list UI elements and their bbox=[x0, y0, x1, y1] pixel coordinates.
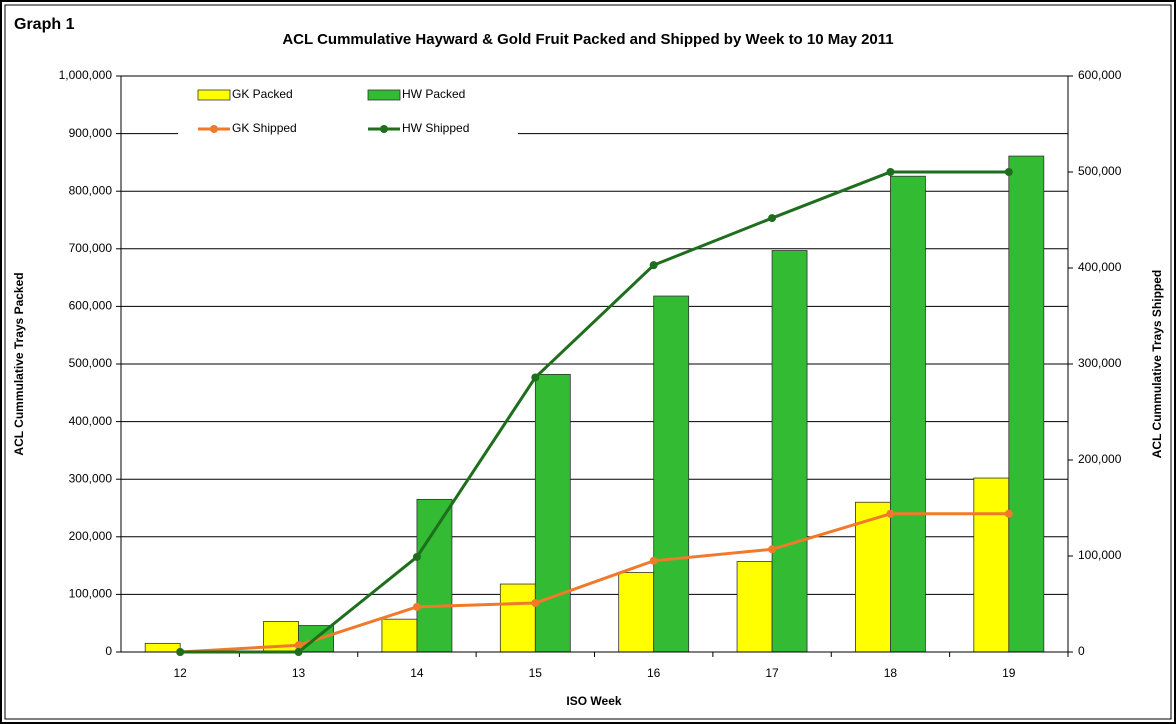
y-tick-label: 1,000,000 bbox=[59, 68, 113, 82]
y-tick-label: 100,000 bbox=[69, 587, 113, 601]
line-marker bbox=[1004, 168, 1013, 176]
legend-label: HW Packed bbox=[402, 87, 465, 101]
y-tick-label: 200,000 bbox=[69, 529, 113, 543]
bar bbox=[973, 477, 1010, 653]
x-tick-label: 19 bbox=[1002, 666, 1016, 680]
y-tick-label: 700,000 bbox=[69, 241, 113, 255]
line-marker bbox=[649, 556, 658, 565]
y2-tick-label: 100,000 bbox=[1078, 548, 1122, 562]
line-marker bbox=[886, 509, 895, 518]
bar bbox=[855, 501, 891, 653]
legend-marker bbox=[210, 125, 218, 133]
y-tick-label: 900,000 bbox=[69, 126, 113, 140]
line-marker bbox=[176, 648, 185, 656]
y-tick-label: 600,000 bbox=[69, 299, 113, 313]
bar bbox=[381, 618, 418, 653]
x-tick-label: 16 bbox=[647, 666, 661, 680]
bar bbox=[1008, 155, 1045, 653]
line-marker bbox=[531, 599, 540, 608]
y2-tick-label: 0 bbox=[1078, 644, 1085, 658]
line bbox=[180, 170, 1009, 654]
x-tick-label: 15 bbox=[529, 666, 543, 680]
legend-swatch bbox=[367, 89, 401, 101]
x-tick-label: 17 bbox=[765, 666, 779, 680]
y2-tick-label: 200,000 bbox=[1078, 452, 1122, 466]
bar bbox=[771, 250, 808, 653]
line-marker bbox=[768, 214, 777, 223]
x-tick-label: 18 bbox=[884, 666, 898, 680]
bar bbox=[416, 498, 453, 653]
y-tick-label: 800,000 bbox=[69, 183, 113, 197]
line-marker bbox=[412, 602, 421, 611]
line-marker bbox=[294, 641, 303, 650]
x-tick-label: 13 bbox=[292, 666, 306, 680]
y-tick-label: 500,000 bbox=[69, 356, 113, 370]
y-tick-label: 300,000 bbox=[69, 471, 113, 485]
x-tick-label: 14 bbox=[410, 666, 424, 680]
line-marker bbox=[768, 545, 777, 554]
y2-tick-label: 400,000 bbox=[1078, 260, 1122, 274]
line-marker bbox=[294, 648, 303, 656]
line-marker bbox=[649, 261, 658, 270]
bar bbox=[499, 583, 536, 653]
y2-tick-label: 600,000 bbox=[1078, 68, 1122, 82]
bar bbox=[736, 561, 773, 653]
legend-label: GK Packed bbox=[232, 87, 293, 101]
y2-axis-label: ACL Cummulative Trays Shipped bbox=[1150, 270, 1164, 459]
y2-tick-label: 300,000 bbox=[1078, 356, 1122, 370]
figure-label: Graph 1 bbox=[14, 16, 75, 33]
x-tick-label: 12 bbox=[174, 666, 188, 680]
bar bbox=[144, 642, 181, 653]
y-axis-label: ACL Cummulative Trays Packed bbox=[12, 272, 26, 455]
bar bbox=[534, 373, 571, 653]
inner-border bbox=[4, 4, 1172, 720]
x-axis-label: ISO Week bbox=[566, 694, 621, 708]
legend-marker bbox=[380, 125, 388, 133]
legend-label: GK Shipped bbox=[232, 121, 297, 135]
chart-title: ACL Cummulative Hayward & Gold Fruit Pac… bbox=[282, 31, 893, 48]
y-tick-label: 0 bbox=[105, 644, 112, 658]
y-tick-label: 400,000 bbox=[69, 414, 113, 428]
legend-swatch bbox=[197, 89, 231, 101]
y2-tick-label: 500,000 bbox=[1078, 164, 1122, 178]
bar bbox=[618, 572, 655, 653]
line-marker bbox=[886, 168, 895, 176]
line-marker bbox=[412, 552, 421, 561]
line-marker bbox=[1004, 509, 1013, 518]
legend-label: HW Shipped bbox=[402, 121, 469, 135]
line bbox=[180, 512, 1009, 654]
bar bbox=[890, 175, 926, 653]
bar bbox=[653, 295, 690, 653]
legend-box bbox=[178, 78, 518, 148]
line-marker bbox=[531, 373, 540, 382]
